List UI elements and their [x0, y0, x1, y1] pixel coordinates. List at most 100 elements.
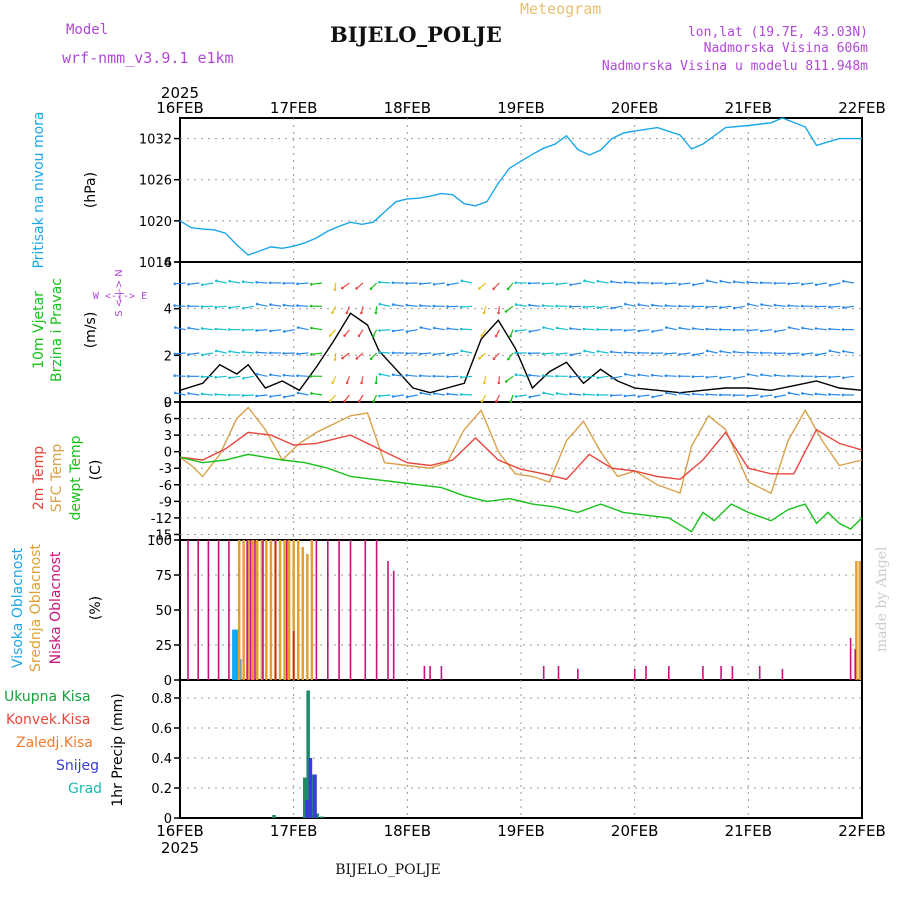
meteogram-label: Meteogram	[520, 0, 601, 18]
cloud-bar	[668, 666, 670, 680]
wind-arrow-head	[569, 305, 572, 308]
wind-arrow	[270, 329, 282, 332]
cloud-bar	[292, 631, 295, 680]
wind-arrow	[597, 350, 609, 354]
pressure-ylabel: Pritisak na nivou mora	[31, 111, 47, 268]
wind-arrow-head	[419, 391, 423, 395]
wind-arrow-head	[268, 281, 272, 285]
wind-arrow	[297, 305, 309, 307]
wind-arrow-head	[446, 375, 449, 379]
wind-arrow-head	[528, 330, 532, 333]
wind-arrow	[597, 280, 609, 284]
precip-bar	[311, 774, 315, 818]
wind-arrow-head	[419, 282, 422, 286]
coords-label: lon,lat (19.7E, 43.03N)	[688, 25, 868, 40]
wind-arrow	[707, 350, 718, 354]
wind-arrow-head	[310, 353, 313, 356]
wind-arrow-head	[732, 350, 736, 354]
wind-arrow	[747, 281, 759, 284]
wind-arrow	[611, 305, 623, 309]
wind-arrow	[229, 375, 241, 379]
wind-arrow-head	[214, 376, 217, 379]
wind-arrow-head	[514, 281, 517, 285]
wind-arrow	[843, 280, 855, 284]
wind-arrow-head	[583, 349, 586, 353]
wind-arrow	[341, 282, 350, 289]
wind-arrow	[461, 350, 473, 354]
wind-arrow-head	[446, 327, 450, 330]
wind-arrow-head	[828, 327, 831, 331]
x-tick-label-top: 20FEB	[611, 99, 658, 117]
wind-arrow-head	[492, 287, 496, 291]
wind-arrow-head	[360, 311, 363, 315]
cloud-bar	[731, 666, 734, 680]
y-tick-label: 25	[155, 639, 172, 654]
wind-arrow	[529, 304, 541, 307]
cloud-bar	[349, 540, 352, 680]
precip-bar	[313, 774, 317, 818]
cloud-bar	[260, 540, 264, 680]
wind-arrow	[597, 305, 609, 309]
wind-arrow-head	[268, 351, 272, 355]
x-tick-label-bottom: 20FEB	[611, 822, 658, 840]
precip-bar	[272, 815, 276, 818]
wind-arrow-head	[624, 302, 627, 306]
wind-arrow	[356, 282, 364, 289]
wind-arrow-head	[678, 353, 681, 356]
wind-arrow-head	[378, 280, 381, 284]
wind-arrow-head	[241, 328, 245, 332]
wind-arrow	[774, 304, 786, 307]
wind-arrow-head	[333, 358, 337, 361]
temp-2m-ylabel: 2m Temp	[31, 446, 47, 510]
wind-arrow	[693, 282, 705, 286]
wind-arrow-head	[801, 392, 804, 395]
wind-arrow-head	[665, 326, 668, 329]
wind-arrow	[665, 375, 677, 377]
wind-arrow	[652, 374, 664, 377]
wind-arrow-head	[509, 400, 513, 403]
wind-arrow-head	[719, 279, 722, 283]
wind-arrow	[747, 394, 759, 397]
wind-arrow	[215, 305, 227, 308]
wind-arrow	[256, 394, 268, 397]
wind-arrow-head	[357, 399, 361, 403]
wind-arrow-head	[773, 352, 777, 355]
temp-sfc-ylabel: SFC Temp	[49, 444, 65, 513]
y-tick-label: 75	[155, 569, 172, 584]
wind-arrow	[638, 374, 650, 377]
cloud-bar	[274, 540, 277, 680]
wind-arrow-head	[801, 326, 804, 330]
wind-arrow	[556, 392, 568, 396]
wind-arrow-head	[200, 305, 204, 308]
wind-arrow-head	[173, 352, 177, 356]
wind-arrow-head	[282, 373, 286, 377]
wind-arrow-head	[706, 279, 709, 283]
cloud-bar	[429, 666, 431, 680]
wind-arrow-head	[497, 381, 501, 385]
cloud-bar	[246, 540, 248, 680]
wind-arrow	[543, 326, 555, 331]
wind-arrow-head	[733, 377, 736, 380]
wind-arrow	[434, 327, 445, 331]
dewpoint-ylabel: dewpt Temp	[68, 435, 84, 520]
wind-arrow-head	[569, 327, 572, 330]
wind-arrow-head	[814, 392, 818, 396]
wind-arrow-head	[391, 281, 395, 285]
wind-arrow	[515, 394, 527, 398]
cloud-bar	[315, 540, 318, 680]
precip-ylabel: 1hr Precip (mm)	[110, 693, 126, 806]
wind-arrow	[311, 282, 323, 285]
wind-arrow-head	[828, 393, 831, 396]
wind-arrow	[611, 394, 623, 397]
wind-arrow-head	[497, 311, 500, 315]
wind-arrow	[243, 281, 254, 284]
wind-arrow	[624, 351, 636, 354]
cloud-bar	[262, 540, 264, 680]
wind-arrow-head	[391, 395, 395, 398]
credit-label: made by Angel	[874, 546, 890, 652]
wind-arrow-head	[760, 329, 763, 333]
wind-arrow	[788, 392, 800, 396]
wind-arrow-head	[842, 350, 845, 353]
wind-arrow-head	[269, 373, 272, 377]
wind-arrow-head	[228, 279, 231, 283]
